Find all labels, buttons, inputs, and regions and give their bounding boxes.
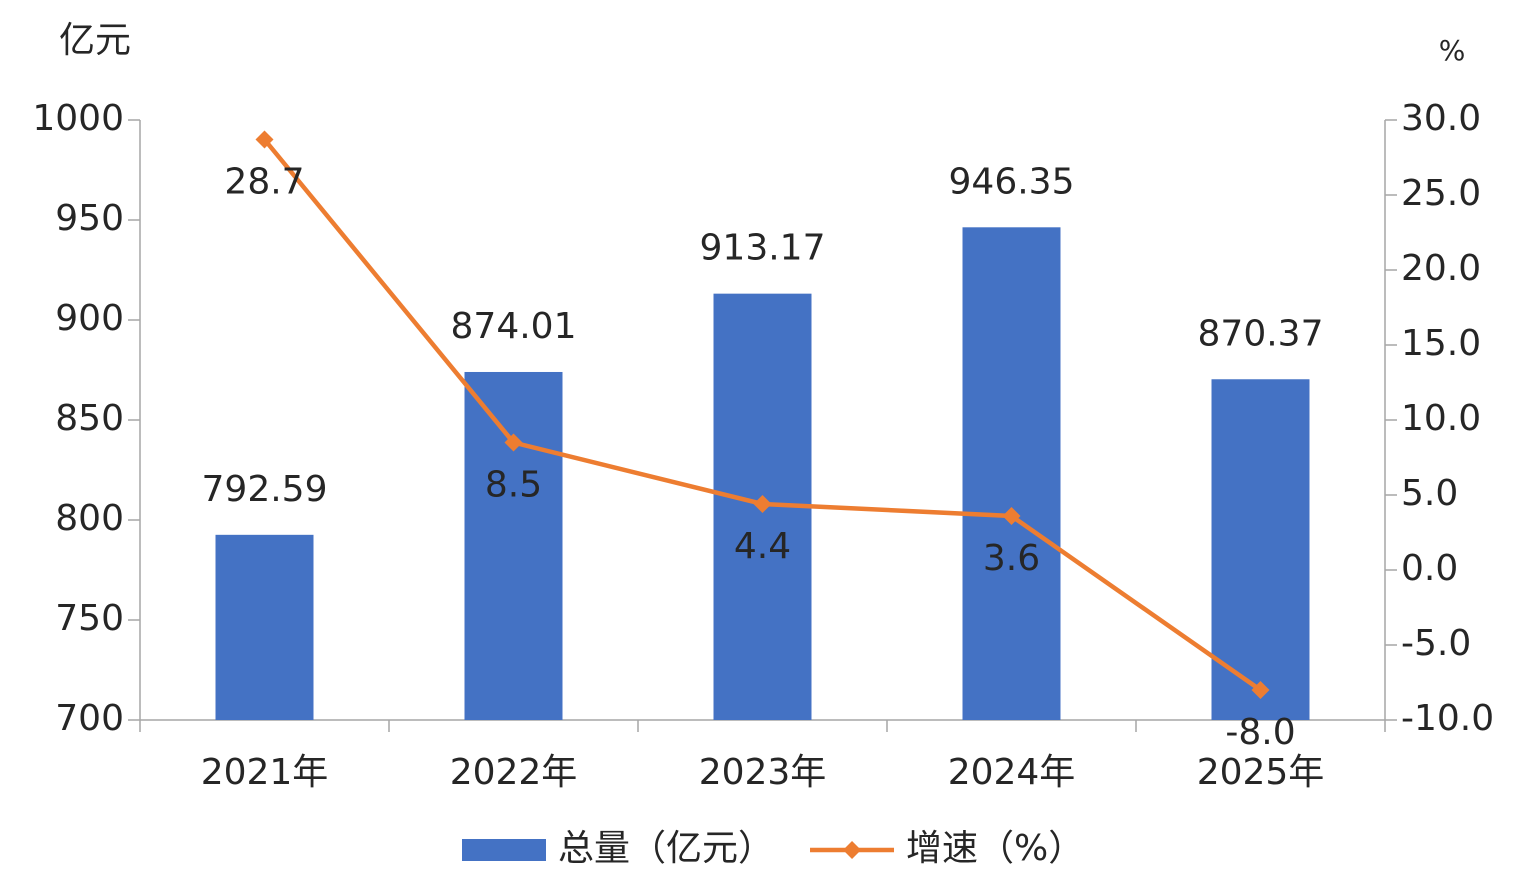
bar-value-label: 870.37 [1198, 313, 1324, 354]
legend-label: 总量（亿元） [558, 828, 774, 869]
line-value-label: 28.7 [224, 162, 304, 203]
x-tick-label: 2023年 [699, 752, 827, 793]
y2-tick-label: -5.0 [1401, 623, 1471, 664]
bar [1211, 379, 1310, 720]
y-tick-label: 1000 [32, 98, 124, 139]
bar-value-label: 946.35 [949, 161, 1075, 202]
line-marker [1002, 507, 1021, 525]
y-tick-label: 900 [55, 298, 124, 339]
bar [962, 227, 1061, 721]
legend-swatch [462, 839, 546, 861]
line-marker [753, 495, 772, 513]
y-tick-label: 700 [55, 698, 124, 739]
y2-tick-label: 20.0 [1401, 248, 1481, 289]
line-value-label: 8.5 [485, 465, 542, 506]
y2-tick-label: -10.0 [1401, 698, 1494, 739]
legend-label: 增速（%） [906, 828, 1084, 869]
x-tick-label: 2025年 [1197, 752, 1325, 793]
y-tick-label: 950 [55, 198, 124, 239]
line-value-label: 4.4 [734, 526, 791, 567]
y2-tick-label: 5.0 [1401, 473, 1458, 514]
bar-value-label: 874.01 [451, 306, 577, 347]
line-marker [1251, 681, 1270, 699]
y2-tick-label: 0.0 [1401, 548, 1458, 589]
legend-marker [843, 841, 862, 859]
y2-axis-unit: % [1439, 34, 1466, 67]
y-tick-label: 850 [55, 398, 124, 439]
y2-tick-label: 15.0 [1401, 323, 1481, 364]
y-tick-label: 800 [55, 498, 124, 539]
x-tick-label: 2022年 [450, 752, 578, 793]
line-value-label: -8.0 [1225, 712, 1295, 753]
y2-tick-label: 30.0 [1401, 98, 1481, 139]
bar [215, 534, 314, 720]
x-tick-label: 2021年 [201, 752, 329, 793]
line-marker [504, 433, 523, 452]
line-value-label: 3.6 [983, 538, 1040, 579]
bar-value-label: 792.59 [202, 469, 328, 510]
y-axis-unit: 亿元 [59, 20, 131, 61]
line-marker [255, 130, 274, 149]
y2-tick-label: 25.0 [1401, 173, 1481, 214]
y2-tick-label: 10.0 [1401, 398, 1481, 439]
bar [464, 371, 563, 720]
x-tick-label: 2024年 [948, 752, 1076, 793]
bar-value-label: 913.17 [700, 228, 826, 269]
y-tick-label: 750 [55, 598, 124, 639]
